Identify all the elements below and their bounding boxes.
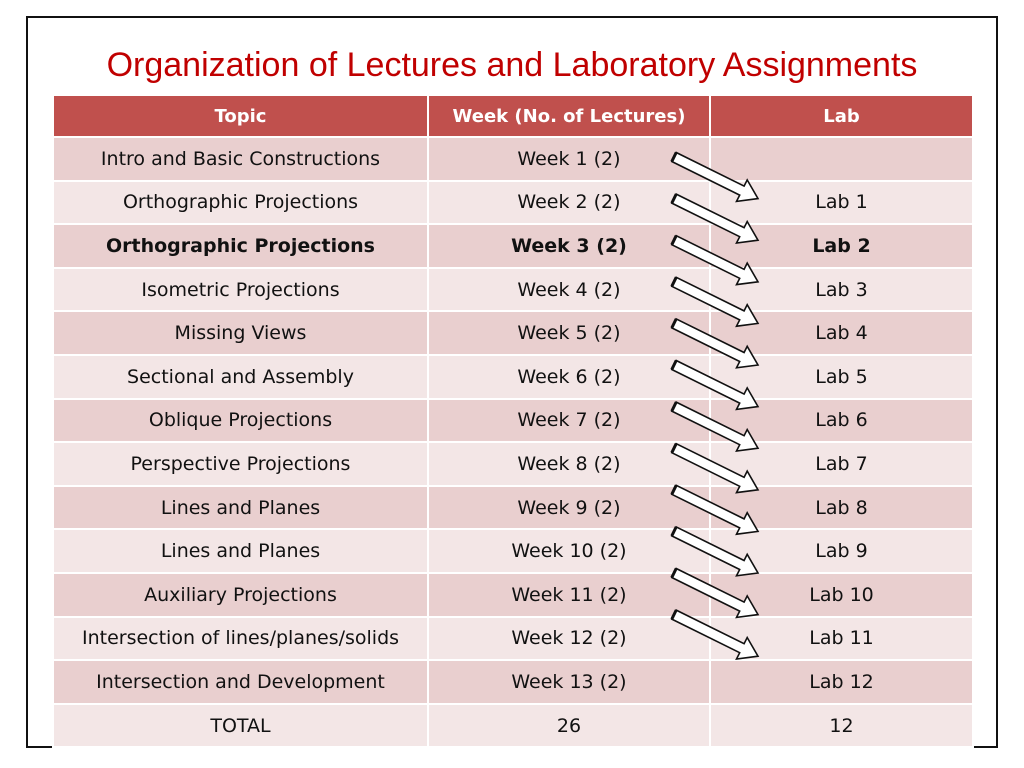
- week-cell: Week 12 (2): [427, 615, 711, 662]
- week-cell: Week 3 (2): [427, 223, 711, 269]
- table-row: Sectional and Assembly Week 6 (2) Lab 5: [52, 353, 974, 400]
- topic-cell: Orthographic Projections: [52, 179, 429, 226]
- slide-title: Organization of Lectures and Laboratory …: [106, 46, 918, 84]
- topic-cell: Orthographic Projections: [52, 223, 429, 269]
- topic-cell: Lines and Planes: [52, 484, 429, 531]
- lab-cell: 12: [709, 702, 974, 749]
- schedule-table: Topic Week (No. of Lectures) Lab Intro a…: [52, 94, 974, 749]
- table-row: Intersection of lines/planes/solids Week…: [52, 615, 974, 662]
- week-cell: Week 9 (2): [427, 484, 711, 531]
- week-cell: Week 10 (2): [427, 528, 711, 574]
- table-row: Oblique Projections Week 7 (2) Lab 6: [52, 397, 974, 444]
- column-header-topic: Topic: [52, 94, 429, 138]
- table-row: Auxiliary Projections Week 11 (2) Lab 10: [52, 571, 974, 618]
- week-cell: 26: [427, 702, 711, 749]
- table-row: Perspective Projections Week 8 (2) Lab 7: [52, 441, 974, 487]
- table-row: Orthographic Projections Week 2 (2) Lab …: [52, 179, 974, 226]
- table-header-row: Topic Week (No. of Lectures) Lab: [52, 94, 974, 138]
- lab-cell: Lab 2: [709, 223, 974, 269]
- week-cell: Week 13 (2): [427, 659, 711, 705]
- lab-cell: Lab 8: [709, 484, 974, 531]
- lab-cell: Lab 11: [709, 615, 974, 662]
- lab-cell: Lab 1: [709, 179, 974, 226]
- lab-cell: Lab 12: [709, 659, 974, 705]
- week-cell: Week 1 (2): [427, 136, 711, 182]
- topic-cell: Isometric Projections: [52, 266, 429, 313]
- column-header-week: Week (No. of Lectures): [427, 94, 711, 138]
- topic-cell: Intro and Basic Constructions: [52, 136, 429, 182]
- lab-cell: Lab 9: [709, 528, 974, 574]
- table-row-highlighted: Orthographic Projections Week 3 (2) Lab …: [52, 223, 974, 269]
- topic-cell: Oblique Projections: [52, 397, 429, 444]
- topic-cell: Intersection of lines/planes/solids: [52, 615, 429, 662]
- table-row: Lines and Planes Week 10 (2) Lab 9: [52, 528, 974, 574]
- lab-cell: [709, 136, 974, 182]
- week-cell: Week 7 (2): [427, 397, 711, 444]
- week-cell: Week 8 (2): [427, 441, 711, 487]
- table-row-total: TOTAL 26 12: [52, 702, 974, 749]
- topic-cell: Perspective Projections: [52, 441, 429, 487]
- lab-cell: Lab 4: [709, 310, 974, 356]
- lab-cell: Lab 3: [709, 266, 974, 313]
- table-row: Intro and Basic Constructions Week 1 (2): [52, 136, 974, 182]
- week-cell: Week 5 (2): [427, 310, 711, 356]
- column-header-lab: Lab: [709, 94, 974, 138]
- topic-cell: Missing Views: [52, 310, 429, 356]
- topic-cell: TOTAL: [52, 702, 429, 749]
- table-row: Intersection and Development Week 13 (2)…: [52, 659, 974, 705]
- topic-cell: Sectional and Assembly: [52, 353, 429, 400]
- lab-cell: Lab 6: [709, 397, 974, 444]
- table-row: Missing Views Week 5 (2) Lab 4: [52, 310, 974, 356]
- week-cell: Week 11 (2): [427, 571, 711, 618]
- table-row: Lines and Planes Week 9 (2) Lab 8: [52, 484, 974, 531]
- topic-cell: Auxiliary Projections: [52, 571, 429, 618]
- topic-cell: Intersection and Development: [52, 659, 429, 705]
- topic-cell: Lines and Planes: [52, 528, 429, 574]
- week-cell: Week 2 (2): [427, 179, 711, 226]
- lab-cell: Lab 10: [709, 571, 974, 618]
- week-cell: Week 6 (2): [427, 353, 711, 400]
- schedule-table-wrapper: Topic Week (No. of Lectures) Lab Intro a…: [52, 94, 974, 749]
- lab-cell: Lab 5: [709, 353, 974, 400]
- lab-cell: Lab 7: [709, 441, 974, 487]
- week-cell: Week 4 (2): [427, 266, 711, 313]
- table-row: Isometric Projections Week 4 (2) Lab 3: [52, 266, 974, 313]
